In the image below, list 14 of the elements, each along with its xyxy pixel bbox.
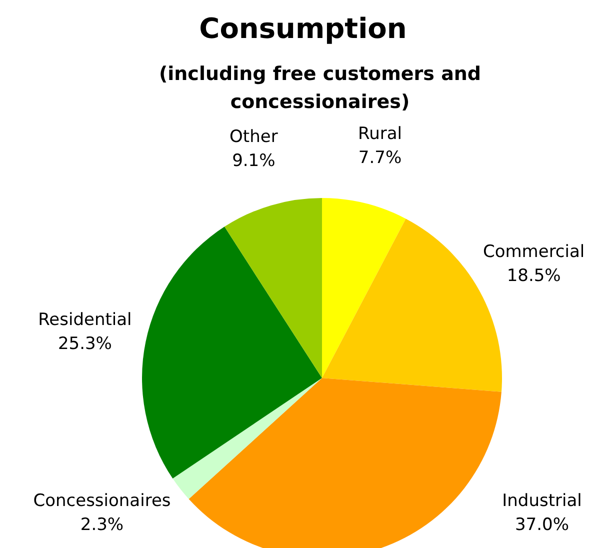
data-label: 2.3% <box>80 515 124 535</box>
slice-label: Concessionaires <box>33 491 171 511</box>
chart-subtitle: (including free customers and concessionaires) <box>158 62 482 115</box>
chart-title: Consumption <box>198 12 408 45</box>
slice-label: Residential <box>38 310 132 330</box>
slice-label: Industrial <box>502 491 582 511</box>
data-label: 9.1% <box>232 150 276 171</box>
slice-label: Rural <box>358 124 402 144</box>
slice-label: Commercial <box>482 242 585 262</box>
data-label: 37.0% <box>514 515 570 535</box>
data-label: 25.3% <box>58 334 112 354</box>
data-label: 18.5% <box>506 266 561 286</box>
slice-label: Other <box>230 126 278 147</box>
data-label: 7.7% <box>358 148 402 168</box>
